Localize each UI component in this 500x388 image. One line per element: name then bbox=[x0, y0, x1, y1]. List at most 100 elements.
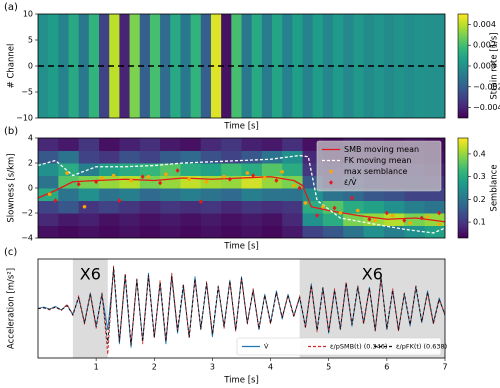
diamond-marker bbox=[76, 181, 81, 187]
series-line bbox=[38, 267, 445, 346]
heatmap-cell bbox=[99, 175, 120, 189]
diamond-marker bbox=[94, 179, 99, 185]
heatmap-cell bbox=[180, 188, 202, 201]
region-label: X6 bbox=[362, 265, 383, 284]
heatmap-cell bbox=[200, 163, 222, 176]
legend-label: V̇ bbox=[264, 342, 269, 350]
point-marker bbox=[355, 208, 360, 213]
heatmap-cell bbox=[282, 138, 304, 151]
heatmap-cell bbox=[282, 200, 304, 214]
heatmap-cell bbox=[190, 14, 202, 118]
x-axis-label: Time [s] bbox=[223, 376, 259, 386]
point-marker bbox=[146, 174, 151, 179]
heatmap-cell bbox=[302, 14, 314, 118]
heatmap-cell bbox=[261, 14, 273, 118]
heatmap-cell bbox=[261, 213, 283, 226]
heatmap-cell bbox=[78, 200, 100, 214]
y-tick-label: 0 bbox=[28, 184, 33, 193]
x-tick-label: 6 bbox=[384, 363, 389, 372]
heatmap-cell bbox=[261, 175, 283, 189]
heatmap-cell bbox=[282, 225, 304, 238]
heatmap-cell bbox=[119, 14, 131, 118]
heatmap-cell bbox=[231, 14, 242, 118]
x-tick-label: 4 bbox=[268, 363, 273, 372]
legend-label: ε̇/pFK(t) (0.638) bbox=[396, 342, 447, 350]
heatmap-cell bbox=[99, 200, 120, 214]
heatmap-cell bbox=[58, 200, 80, 214]
diamond-marker bbox=[349, 195, 354, 201]
point-marker bbox=[262, 176, 267, 180]
heatmap-cell bbox=[139, 163, 161, 176]
heatmap-cell bbox=[404, 225, 426, 238]
legend-label: SMB moving mean bbox=[344, 145, 419, 154]
heatmap-cell bbox=[99, 225, 120, 238]
y-tick-label: −2 bbox=[21, 209, 33, 218]
point-marker bbox=[245, 171, 250, 175]
heatmap-cell bbox=[200, 225, 222, 238]
diamond-marker bbox=[227, 176, 232, 182]
heatmap-cell bbox=[200, 14, 212, 118]
legend-label: max semblance bbox=[344, 167, 408, 176]
heatmap-cell bbox=[241, 225, 263, 238]
diamond-marker bbox=[402, 218, 407, 223]
y-tick-label: −10 bbox=[16, 114, 33, 123]
y-tick-label: −5 bbox=[21, 88, 33, 97]
heatmap-cell bbox=[149, 14, 161, 118]
y-tick-label: −4 bbox=[21, 234, 33, 243]
heatmap-cell bbox=[78, 225, 100, 238]
heatmap-cell bbox=[119, 138, 141, 151]
heatmap-cell bbox=[302, 213, 324, 226]
point-marker bbox=[65, 171, 69, 175]
point-marker bbox=[303, 201, 308, 205]
heatmap-cell bbox=[200, 175, 222, 189]
heatmap-cell bbox=[261, 188, 283, 201]
heatmap-cell bbox=[424, 225, 445, 238]
diamond-marker bbox=[367, 216, 372, 222]
heatmap-cell bbox=[210, 14, 222, 118]
heatmap-cell bbox=[38, 138, 59, 151]
heatmap-cell bbox=[241, 138, 263, 151]
heatmap-cell bbox=[38, 213, 59, 226]
colorbar-tick-label: 0.3 bbox=[473, 172, 486, 181]
point-marker bbox=[321, 204, 325, 209]
colorbar-label: Strain rate [1/s] bbox=[490, 32, 500, 99]
heatmap-cell bbox=[221, 188, 242, 201]
heatmap-cell bbox=[119, 200, 141, 214]
panel-label: (a) bbox=[4, 2, 18, 13]
heatmap-cell bbox=[129, 14, 141, 118]
heatmap-cell bbox=[119, 163, 141, 176]
point-marker bbox=[204, 179, 209, 184]
heatmap-cell bbox=[109, 14, 120, 118]
heatmap-cell bbox=[160, 200, 181, 214]
x-tick-label: 1 bbox=[94, 363, 99, 372]
heatmap-cell bbox=[119, 175, 141, 189]
legend-swatch bbox=[329, 180, 333, 185]
colorbar-tick-label: 0.4 bbox=[473, 149, 486, 158]
heatmap-cell bbox=[363, 225, 385, 238]
y-axis-label: Acceleration [m/s²] bbox=[7, 268, 17, 349]
heatmap-cell bbox=[180, 138, 202, 151]
diamond-marker bbox=[384, 210, 389, 216]
heatmap-cell bbox=[180, 225, 202, 238]
point-marker bbox=[390, 213, 395, 218]
heatmap-cell bbox=[139, 14, 151, 118]
point-marker bbox=[280, 169, 285, 174]
heatmap-cell bbox=[58, 138, 80, 151]
heatmap-cell bbox=[139, 150, 161, 164]
heatmap-cell bbox=[139, 200, 161, 214]
heatmap-cell bbox=[58, 150, 80, 164]
heatmap-cell bbox=[383, 200, 405, 214]
heatmap-cell bbox=[221, 14, 232, 118]
heatmap-cell bbox=[160, 175, 181, 189]
heatmap-cell bbox=[200, 200, 222, 214]
plot-frame bbox=[37, 137, 446, 239]
heatmap-cell bbox=[78, 138, 100, 151]
heatmap-cell bbox=[88, 14, 100, 118]
heatmap-cell bbox=[404, 200, 426, 214]
heatmap-cell bbox=[99, 150, 120, 164]
diamond-marker bbox=[437, 210, 442, 216]
colorbar bbox=[457, 137, 469, 239]
point-marker bbox=[187, 177, 191, 182]
heatmap-cell bbox=[261, 150, 283, 164]
series-line bbox=[38, 176, 445, 223]
